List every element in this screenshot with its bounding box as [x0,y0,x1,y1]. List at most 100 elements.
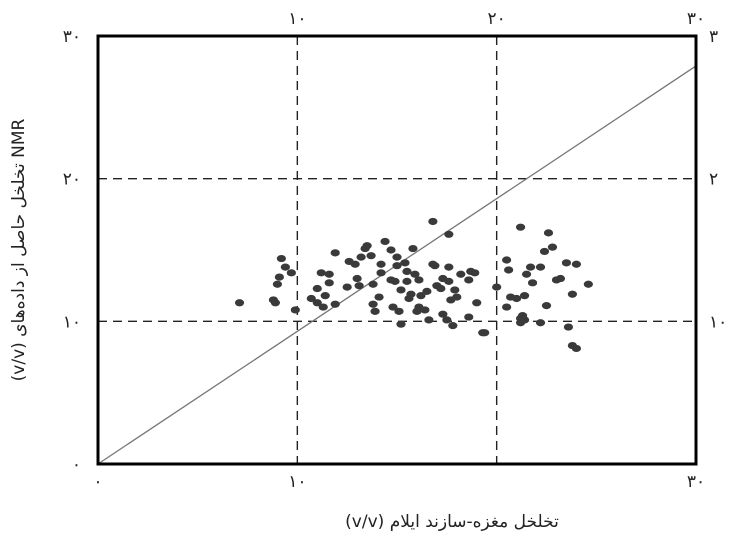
x-axis-title: (v/v) تخلخل مغزه-سازند ایلام [345,512,559,532]
data-point-45 [402,267,412,275]
y-axis-title: (v/v) تخلخل حاصل از داده‌های NMR [9,118,29,381]
data-point-18 [330,300,340,308]
data-point-109 [571,260,582,268]
y-tick-left-10: ۱۰ [63,312,81,332]
data-point-11 [312,299,322,307]
data-points [234,217,593,353]
data-point-8 [290,306,300,314]
data-point-103 [515,319,526,327]
plot-frame [96,34,698,466]
x-tick-bottom-30: ۳۰ [687,472,705,492]
data-point-15 [324,279,334,287]
data-point-81 [504,266,514,274]
data-point-16 [324,270,334,278]
data-point-14 [320,292,330,300]
data-point-72 [464,276,474,284]
grid-lines [98,36,696,464]
data-point-96 [567,290,578,298]
y-tick-left-0: ۰ [72,455,81,475]
data-point-54 [416,292,426,300]
data-point-95 [561,259,572,267]
data-point-57 [424,316,434,324]
data-point-70 [452,293,462,301]
y-tick-left-30: ۳۰ [63,27,81,47]
data-point-17 [330,249,340,257]
x-tick-bottom-10: ۱۰ [288,472,306,492]
data-point-106 [515,223,526,231]
y-tick-right-10: ۱۰ [709,312,727,332]
data-point-37 [388,303,398,311]
data-point-42 [396,320,406,328]
data-point-2 [268,296,279,304]
data-point-19 [342,283,352,291]
data-point-80 [502,256,512,264]
data-point-40 [392,262,402,270]
data-point-71 [456,270,466,278]
data-point-99 [563,323,574,331]
data-point-88 [521,270,532,278]
data-point-48 [406,290,416,298]
data-point-76 [472,299,482,307]
data-point-27 [366,252,376,260]
data-point-0 [234,299,245,307]
data-point-52 [414,276,424,284]
data-point-49 [408,244,418,253]
data-point-9 [306,294,316,303]
data-point-90 [527,279,538,287]
data-point-46 [402,277,412,285]
data-point-108 [547,243,558,251]
data-point-55 [420,306,430,314]
data-point-44 [400,259,410,267]
data-point-43 [396,286,406,294]
data-point-104 [428,217,438,226]
data-point-5 [274,273,284,281]
data-point-34 [380,237,390,246]
data-point-22 [352,274,362,283]
data-point-64 [442,316,452,324]
x-tick-top-20: ۲۰ [488,9,506,29]
data-point-10 [312,284,322,293]
data-point-4 [276,254,286,263]
data-point-62 [438,310,448,318]
data-point-30 [370,307,380,315]
data-point-24 [356,253,366,261]
data-point-59 [430,262,440,270]
data-point-26 [362,242,372,250]
data-point-6 [280,263,290,271]
data-point-12 [316,269,326,277]
data-point-36 [386,246,396,254]
data-point-3 [272,280,282,288]
data-point-83 [511,294,522,303]
data-point-87 [519,292,530,300]
data-point-110 [535,263,546,271]
data-point-78 [480,329,490,337]
data-point-50 [410,270,420,278]
data-point-93 [543,229,554,237]
data-point-98 [555,274,566,283]
data-point-7 [286,269,296,277]
data-point-69 [450,286,460,294]
data-point-32 [376,269,386,277]
y-tick-right-30: ۳ [709,27,718,47]
data-point-73 [464,313,474,321]
data-point-92 [541,302,552,310]
data-point-31 [374,293,384,301]
data-point-75 [470,269,480,277]
data-point-39 [392,253,402,261]
data-point-33 [376,260,386,268]
data-point-13 [318,303,328,311]
data-point-107 [539,247,550,256]
x-tick-top-10: ۱۰ [288,9,306,29]
x-tick-bottom-0: ۰ [93,472,102,492]
data-point-21 [350,260,360,268]
data-point-89 [525,263,536,271]
data-point-68 [448,322,458,330]
data-point-56 [422,287,432,295]
data-point-79 [492,283,502,291]
tick-labels: ۰ ۱۰ ۳۰ ۱۰ ۲۰ ۳۰ ۰ ۱۰ ۲۰ ۳۰ ۱۰ ۲ ۳ [63,9,728,492]
data-point-105 [444,230,454,238]
x-tick-top-30: ۳۰ [687,9,705,29]
data-point-66 [444,277,454,285]
